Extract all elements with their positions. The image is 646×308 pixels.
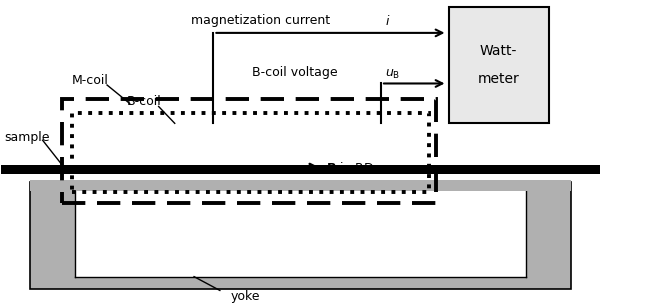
Text: Watt-: Watt- — [480, 44, 517, 58]
Text: B-coil voltage: B-coil voltage — [252, 66, 342, 79]
Text: $u_{\mathrm{B}}$: $u_{\mathrm{B}}$ — [385, 68, 400, 81]
Bar — [72, 113, 430, 192]
Text: magnetization current: magnetization current — [191, 14, 334, 27]
Text: meter: meter — [478, 72, 519, 86]
Text: yoke: yoke — [231, 290, 260, 303]
Bar — [1, 165, 600, 174]
Text: M-coil: M-coil — [72, 74, 109, 87]
Bar — [62, 99, 436, 203]
Text: $\mathbf{B}$ in RD: $\mathbf{B}$ in RD — [326, 161, 375, 175]
Bar — [75, 191, 526, 277]
Text: B-coil: B-coil — [127, 95, 161, 108]
Text: sample: sample — [4, 131, 49, 144]
Bar — [449, 7, 548, 123]
Text: $i$: $i$ — [385, 14, 390, 28]
Bar — [30, 182, 571, 289]
Bar — [30, 180, 571, 191]
